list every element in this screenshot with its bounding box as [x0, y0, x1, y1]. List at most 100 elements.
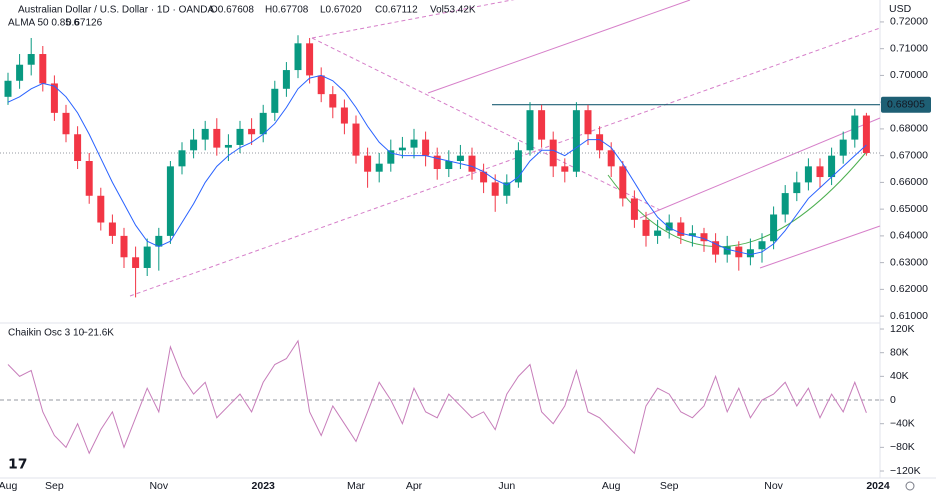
- candle-body: [39, 54, 47, 84]
- candle-body: [248, 128, 256, 135]
- candle-body: [468, 155, 476, 172]
- x-tick-label: Nov: [149, 480, 168, 492]
- chart-title: Australian Dollar / U.S. Dollar · 1D · O…: [18, 5, 214, 16]
- currency-label: USD: [889, 3, 912, 15]
- candle-body: [294, 43, 302, 71]
- candle-body: [491, 182, 499, 196]
- candle-body: [271, 88, 279, 113]
- x-tick-label: Sep: [45, 480, 64, 492]
- candle-body: [410, 139, 418, 148]
- candle-body: [317, 75, 325, 95]
- candle-body: [213, 128, 221, 148]
- y-tick-label: 0.65000: [890, 203, 928, 215]
- candle-body: [758, 241, 766, 250]
- candle-body: [584, 110, 592, 135]
- candle-body: [561, 166, 569, 172]
- candle-body: [224, 144, 232, 148]
- candle-body: [770, 214, 778, 242]
- candle-body: [201, 128, 209, 140]
- candle-body: [712, 241, 720, 255]
- candle-body: [746, 249, 754, 258]
- x-tick-label: Mar: [347, 480, 366, 492]
- oscillator-readout: −21.6K: [82, 328, 114, 339]
- y-tick-label: 0.68000: [890, 123, 928, 135]
- candle-body: [132, 257, 140, 268]
- ohlc-readout: C0.67112: [375, 5, 418, 16]
- price-label: 0.68905: [887, 98, 925, 110]
- candle-body: [677, 222, 685, 236]
- y-tick-label: 120K: [890, 323, 915, 335]
- candle-body: [306, 43, 314, 76]
- candle-body: [596, 134, 604, 151]
- y-tick-label: 0.62000: [890, 283, 928, 295]
- ohlc-readout: L0.67020: [320, 5, 362, 16]
- trendline: [427, 0, 691, 94]
- candle-body: [828, 155, 836, 178]
- rounded-bottom-curve: [607, 149, 869, 248]
- candle-body: [108, 222, 116, 236]
- candle-body: [259, 112, 267, 135]
- candle-body: [190, 139, 198, 151]
- candle-body: [236, 128, 244, 145]
- settings-icon: [905, 481, 915, 491]
- y-tick-label: 0.71000: [890, 42, 928, 54]
- candle-body: [630, 198, 638, 220]
- candle-body: [723, 246, 731, 255]
- candle-body: [688, 233, 696, 236]
- candle-body: [97, 195, 105, 223]
- candle-body: [398, 147, 406, 151]
- ohlc-readout: O0.67608: [210, 5, 254, 16]
- oscillator-name: Chaikin Osc 3 10: [8, 328, 85, 339]
- y-tick-label: 0.67000: [890, 149, 928, 161]
- candle-body: [120, 235, 128, 258]
- candle-body: [387, 150, 395, 164]
- candle-body: [329, 94, 337, 108]
- x-tick-label: Jun: [498, 480, 515, 492]
- candle-body: [282, 70, 290, 89]
- candle-body: [480, 171, 488, 183]
- candle-body: [155, 235, 163, 247]
- candle-body: [340, 107, 348, 124]
- line: [7, 339, 867, 455]
- candle-body: [456, 155, 464, 161]
- y-tick-label: 0.66000: [890, 176, 928, 188]
- y-tick-label: 80K: [890, 346, 909, 358]
- candle-body: [503, 182, 511, 196]
- candle-body: [804, 166, 812, 183]
- candle-body: [851, 115, 859, 140]
- x-tick-label: 2023: [252, 480, 276, 492]
- candle-body: [74, 134, 82, 161]
- line: [7, 74, 867, 256]
- trendline: [311, 37, 661, 211]
- y-tick-label: 0: [890, 394, 896, 406]
- candle-body: [178, 150, 186, 167]
- y-tick-label: −120K: [890, 465, 921, 477]
- candle-body: [62, 112, 70, 135]
- y-tick-label: −80K: [890, 441, 915, 453]
- candle-body: [642, 219, 650, 236]
- candle-body: [422, 139, 430, 156]
- candle-body: [352, 123, 360, 156]
- candle-body: [50, 83, 58, 113]
- candle-body: [654, 230, 662, 236]
- y-tick-label: 40K: [890, 370, 909, 382]
- candle-body: [665, 222, 673, 231]
- candle-body: [607, 150, 615, 167]
- ohlc-readout: Vol53.42K: [430, 5, 476, 16]
- trendlines: [129, 0, 881, 297]
- candle-body: [166, 166, 174, 236]
- candle-body: [816, 166, 824, 178]
- y-tick-label: 0.63000: [890, 256, 928, 268]
- candle-body: [549, 139, 557, 167]
- candle-body: [433, 155, 441, 170]
- candle-body: [700, 233, 708, 242]
- candle-body: [143, 246, 151, 268]
- price-label-box: [881, 96, 931, 113]
- candle-body: [781, 193, 789, 215]
- candle-body: [375, 163, 383, 172]
- indicator-name: ALMA 50 0.85 6: [8, 18, 80, 29]
- x-tick-label: Apr: [406, 480, 423, 492]
- candle-body: [619, 166, 627, 199]
- y-tick-label: 0.70000: [890, 69, 928, 81]
- x-tick-label: Nov: [764, 480, 783, 492]
